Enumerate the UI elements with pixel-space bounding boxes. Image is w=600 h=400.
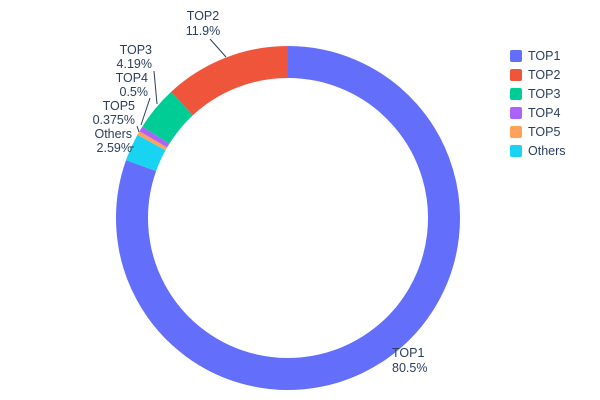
legend-swatch-others[interactable] <box>510 145 522 157</box>
leader-line-top2 <box>209 38 227 58</box>
pie-slice-top3[interactable] <box>142 91 194 144</box>
leader-line-top5 <box>136 125 140 133</box>
slice-label-top3: TOP3 <box>120 43 152 57</box>
slice-label-top2: TOP2 <box>187 9 219 23</box>
pie-slice-top5[interactable] <box>137 131 168 151</box>
legend-swatch-top5[interactable] <box>510 126 522 138</box>
legend-swatch-top2[interactable] <box>510 69 522 81</box>
legend-label-top4[interactable]: TOP4 <box>528 106 560 120</box>
slice-pct-top5: 0.375% <box>93 113 135 127</box>
pie-slice-others[interactable] <box>126 134 166 172</box>
slice-label-top5: TOP5 <box>103 99 135 113</box>
legend-item-top4[interactable]: TOP4 <box>510 106 560 120</box>
slice-pct-top4: 0.5% <box>120 85 149 99</box>
slice-pct-others: 2.59% <box>97 141 132 155</box>
legend-label-top1[interactable]: TOP1 <box>528 49 560 63</box>
legend-swatch-top3[interactable] <box>510 88 522 100</box>
slice-callouts: TOP2 11.9% TOP3 4.19% TOP4 0.5% TOP5 0.3… <box>93 9 428 375</box>
slice-label-top4: TOP4 <box>116 71 148 85</box>
legend-item-top2[interactable]: TOP2 <box>510 68 560 82</box>
legend-item-top3[interactable]: TOP3 <box>510 87 560 101</box>
legend-item-top5[interactable]: TOP5 <box>510 125 560 139</box>
slice-pct-top3: 4.19% <box>117 57 152 71</box>
legend-item-top1[interactable]: TOP1 <box>510 49 560 63</box>
legend-label-others[interactable]: Others <box>528 144 566 158</box>
slice-pct-top2: 11.9% <box>186 24 221 38</box>
legend-swatch-top4[interactable] <box>510 107 522 119</box>
slice-pct-top1: 80.5% <box>392 361 427 375</box>
legend-swatch-top1[interactable] <box>510 50 522 62</box>
legend: TOP1 TOP2 TOP3 TOP4 TOP5 Others <box>510 49 566 158</box>
donut-segments <box>116 46 460 390</box>
slice-label-top1: TOP1 <box>392 346 424 360</box>
leader-lines <box>130 38 227 148</box>
legend-label-top3[interactable]: TOP3 <box>528 87 560 101</box>
legend-item-others[interactable]: Others <box>510 144 566 158</box>
pie-slice-top4[interactable] <box>139 126 170 148</box>
legend-label-top5[interactable]: TOP5 <box>528 125 560 139</box>
leader-line-top4 <box>140 97 151 126</box>
pie-slice-top2[interactable] <box>171 46 289 116</box>
pie-slice-top1[interactable] <box>116 46 460 390</box>
slice-label-others: Others <box>94 127 132 141</box>
legend-label-top2[interactable]: TOP2 <box>528 68 560 82</box>
leader-line-top3 <box>153 70 158 105</box>
